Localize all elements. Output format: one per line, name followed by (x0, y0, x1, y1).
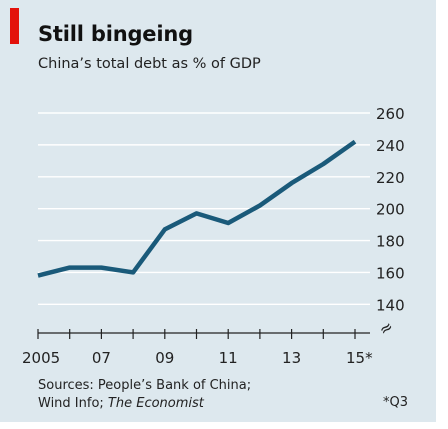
source-note: Sources: People’s Bank of China; Wind In… (38, 377, 251, 413)
source-plain-text: Wind Info; (38, 396, 108, 411)
source-line-2: Wind Info; The Economist (38, 395, 251, 413)
y-tick-label: 160 (376, 264, 405, 282)
chart-panel (0, 0, 436, 422)
x-tick-label: 2005 (22, 349, 60, 367)
y-tick-label: 140 (376, 296, 405, 314)
x-tick-label: 13 (282, 349, 301, 367)
chart-title: Still bingeing (38, 22, 193, 46)
axis-break-icon: ≈ (375, 316, 397, 339)
x-tick-label: 07 (92, 349, 111, 367)
y-tick-label: 220 (376, 169, 405, 187)
x-tick-label: 11 (219, 349, 238, 367)
source-line-1: Sources: People’s Bank of China; (38, 378, 252, 393)
y-tick-label: 200 (376, 201, 405, 219)
red-accent-bar (10, 8, 19, 44)
chart-subtitle: China’s total debt as % of GDP (38, 56, 261, 72)
y-tick-label: 240 (376, 137, 405, 155)
y-tick-label: 180 (376, 233, 405, 251)
debt-series-line (37, 139, 357, 278)
x-tick-label: 09 (155, 349, 174, 367)
y-tick-label: 260 (376, 105, 405, 123)
x-tick-label: 15* (346, 349, 373, 367)
source-italic-text: The Economist (107, 396, 204, 411)
footnote: *Q3 (383, 395, 409, 410)
